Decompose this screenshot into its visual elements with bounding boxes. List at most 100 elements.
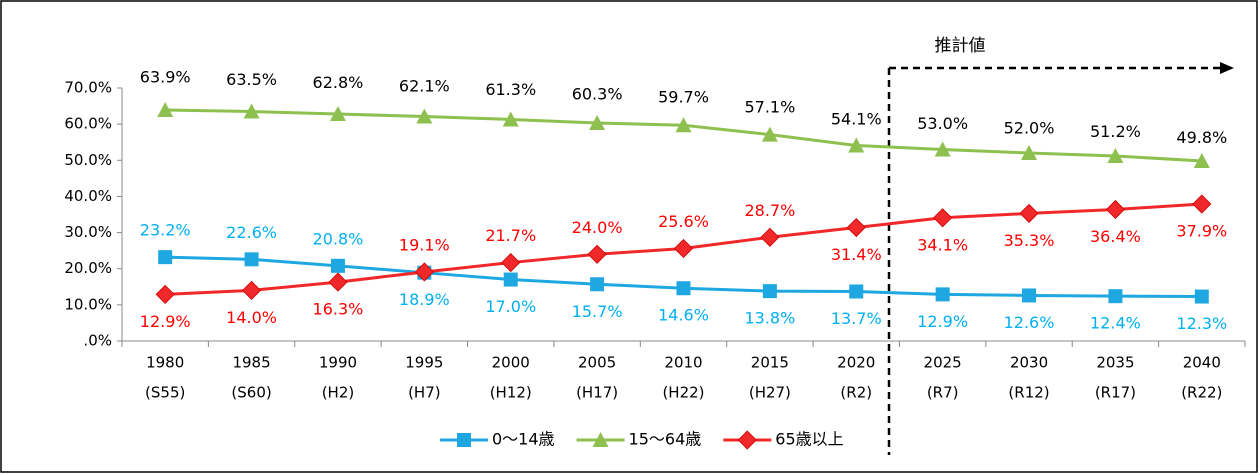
x-tick-label: 2025 <box>924 354 962 372</box>
marker <box>243 103 260 119</box>
y-tick-label: 50.0% <box>64 151 112 169</box>
data-label: 53.0% <box>917 114 968 133</box>
data-label: 34.1% <box>917 235 968 254</box>
data-label: 63.9% <box>140 68 191 87</box>
data-label: 14.0% <box>226 308 277 327</box>
data-label: 21.7% <box>485 226 536 245</box>
marker <box>592 432 609 447</box>
marker <box>414 262 434 282</box>
data-label: 35.3% <box>1004 231 1055 250</box>
data-label: 37.9% <box>1176 222 1227 241</box>
marker <box>589 115 606 131</box>
y-tick-label: 20.0% <box>64 259 112 277</box>
y-tick-label: 10.0% <box>64 295 112 313</box>
data-label: 24.0% <box>572 218 623 237</box>
x-tick-label: (R7) <box>927 384 959 402</box>
data-label: 16.3% <box>313 300 364 319</box>
marker <box>1193 153 1210 169</box>
x-tick-label: (S60) <box>231 384 271 402</box>
marker <box>933 208 953 228</box>
x-tick-label: 2015 <box>751 354 789 372</box>
y-tick-label: .0% <box>83 332 112 350</box>
marker <box>503 272 518 287</box>
data-label: 14.6% <box>658 306 709 325</box>
data-label: 63.5% <box>226 70 277 89</box>
x-tick-label: (S55) <box>145 384 185 402</box>
x-tick-label: (R2) <box>840 384 872 402</box>
x-tick-label: 1980 <box>146 354 184 372</box>
marker <box>502 111 519 127</box>
marker <box>587 244 607 264</box>
x-tick-label: 2035 <box>1096 354 1134 372</box>
marker <box>675 117 692 133</box>
marker <box>846 217 866 238</box>
x-tick-label: 2005 <box>578 354 616 372</box>
y-tick-label: 70.0% <box>64 79 112 97</box>
data-label: 49.8% <box>1176 128 1227 147</box>
data-label: 19.1% <box>399 235 450 254</box>
x-tick-label: 2000 <box>492 354 530 372</box>
data-label: 61.3% <box>485 80 536 99</box>
data-label: 20.8% <box>313 229 364 248</box>
marker <box>762 284 777 299</box>
data-label: 12.6% <box>1004 313 1055 332</box>
x-tick-label: 1995 <box>405 354 443 372</box>
data-label: 12.3% <box>1176 314 1227 333</box>
data-label: 17.0% <box>485 297 536 316</box>
x-tick-label: (R12) <box>1008 384 1049 402</box>
data-label: 15.7% <box>572 302 623 321</box>
x-tick-label: (H7) <box>408 384 441 402</box>
marker <box>590 277 605 292</box>
data-label: 12.4% <box>1090 314 1141 333</box>
data-label: 54.1% <box>831 109 882 128</box>
annotation: 推計値 <box>935 36 986 56</box>
marker <box>501 253 521 273</box>
marker <box>242 280 262 300</box>
x-tick-label: 2030 <box>1010 354 1048 372</box>
marker <box>416 108 433 124</box>
marker <box>1107 147 1124 163</box>
marker <box>849 284 864 299</box>
data-label: 59.7% <box>658 88 709 107</box>
data-label: 18.9% <box>399 290 450 309</box>
marker <box>673 238 694 259</box>
marker <box>935 287 950 302</box>
marker <box>1019 203 1039 223</box>
data-label: 62.8% <box>313 73 364 92</box>
marker <box>737 430 757 450</box>
data-label: 28.7% <box>744 201 795 220</box>
data-label: 13.7% <box>831 309 882 328</box>
y-tick-label: 60.0% <box>64 115 112 133</box>
marker <box>1021 145 1038 161</box>
data-label: 13.8% <box>744 309 795 328</box>
x-tick-label: 2010 <box>664 354 702 372</box>
marker <box>244 252 259 267</box>
x-tick-label: (R17) <box>1095 384 1136 402</box>
marker <box>1108 289 1123 304</box>
marker <box>760 227 780 247</box>
x-tick-label: (H17) <box>576 384 618 402</box>
marker <box>1022 288 1037 303</box>
data-label: 60.3% <box>572 85 623 104</box>
marker <box>934 141 951 157</box>
marker <box>329 106 346 122</box>
x-tick-label: (H27) <box>749 384 791 402</box>
marker <box>1192 194 1212 214</box>
data-label: 31.4% <box>831 245 882 264</box>
marker <box>457 433 471 447</box>
marker <box>676 281 691 296</box>
legend-label: 65歳以上 <box>775 430 843 449</box>
x-tick-label: 2040 <box>1183 354 1221 372</box>
legend-label: 15〜64歳 <box>629 430 702 449</box>
arrow-head <box>1220 62 1234 74</box>
marker <box>330 258 345 273</box>
legend-label: 0〜14歳 <box>492 430 555 449</box>
x-tick-label: (H22) <box>662 384 704 402</box>
data-label: 12.9% <box>917 312 968 331</box>
x-tick-label: (R22) <box>1181 384 1222 402</box>
data-label: 23.2% <box>140 221 191 240</box>
data-label: 22.6% <box>226 223 277 242</box>
data-label: 51.2% <box>1090 122 1141 141</box>
